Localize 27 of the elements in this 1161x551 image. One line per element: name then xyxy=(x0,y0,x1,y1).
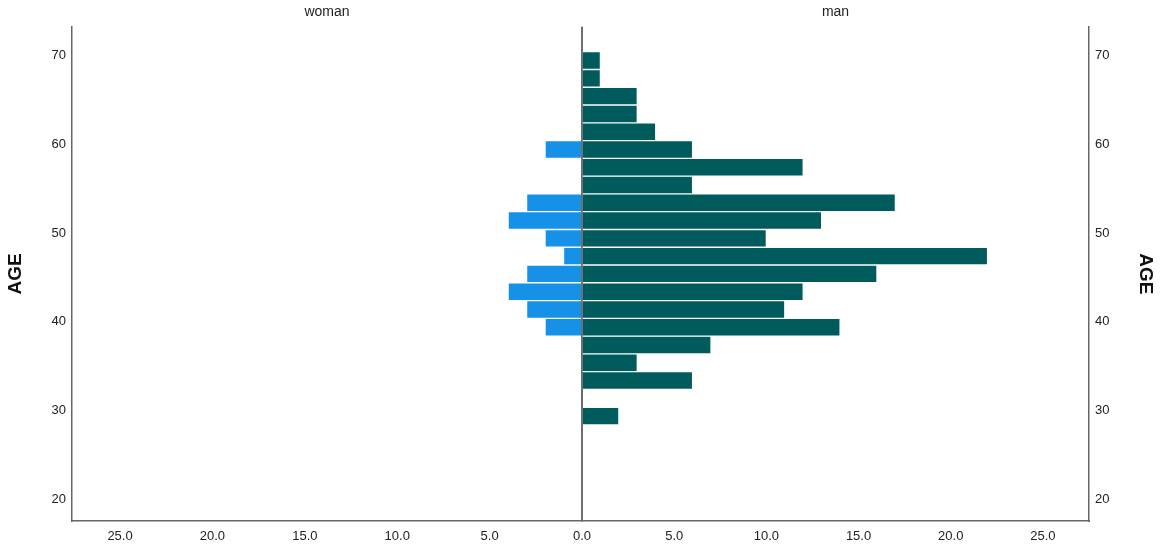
x-tick-label: 25.0 xyxy=(1030,528,1056,544)
y-tick-label: 70 xyxy=(51,46,66,62)
chart-title: man xyxy=(821,3,850,20)
y-tick-label: 40 xyxy=(51,313,66,329)
x-tick-label: 20.0 xyxy=(938,528,964,544)
y-tick-label: 70 xyxy=(1095,46,1110,62)
x-tick-label: 5.0 xyxy=(665,528,684,544)
x-tick-label: 15.0 xyxy=(845,528,872,544)
x-tick-label: 10.0 xyxy=(753,528,780,544)
y-axis-title: AGE xyxy=(3,253,25,295)
y-tick-label: 20 xyxy=(51,491,66,507)
y-tick-label: 40 xyxy=(1095,313,1110,329)
chart-title: woman xyxy=(303,3,350,20)
x-tick-label: 25.0 xyxy=(107,528,133,544)
x-tick-label: 15.0 xyxy=(292,528,318,544)
x-tick-label: 20.0 xyxy=(199,528,226,544)
y-axis-title: AGE xyxy=(1136,253,1158,295)
y-tick-label: 60 xyxy=(1095,135,1110,151)
y-tick-label: 60 xyxy=(51,135,66,151)
y-tick-label: 20 xyxy=(1095,491,1110,507)
y-tick-label: 30 xyxy=(1095,402,1110,418)
x-tick-label: 10.0 xyxy=(384,528,410,544)
y-tick-label: 30 xyxy=(51,402,66,418)
y-tick-label: 50 xyxy=(51,224,66,240)
x-tick-label: 5.0 xyxy=(480,528,499,544)
y-tick-label: 50 xyxy=(1095,224,1110,240)
x-tick-label: 0.0 xyxy=(572,528,592,544)
